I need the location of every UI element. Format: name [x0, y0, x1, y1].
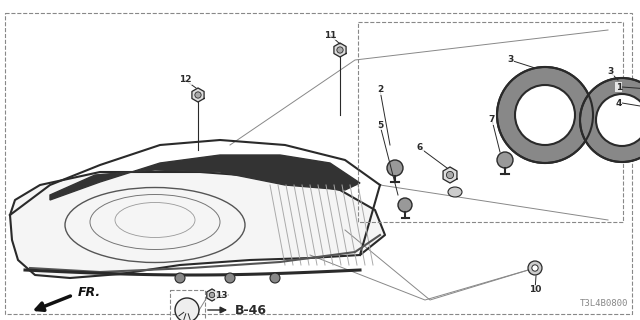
- Polygon shape: [192, 88, 204, 102]
- Text: 12: 12: [179, 76, 191, 84]
- Text: 1: 1: [616, 83, 622, 92]
- Circle shape: [225, 273, 235, 283]
- Circle shape: [337, 47, 343, 53]
- Circle shape: [209, 292, 214, 298]
- Circle shape: [387, 160, 403, 176]
- Ellipse shape: [448, 187, 462, 197]
- Circle shape: [195, 92, 201, 98]
- Circle shape: [175, 298, 199, 320]
- Text: 3: 3: [507, 55, 513, 65]
- Circle shape: [580, 78, 640, 162]
- Bar: [358, 22, 623, 222]
- Polygon shape: [207, 289, 217, 301]
- Polygon shape: [10, 172, 385, 278]
- Polygon shape: [50, 155, 360, 200]
- Bar: [170, 290, 205, 320]
- Text: 5: 5: [377, 121, 383, 130]
- Text: 7: 7: [489, 116, 495, 124]
- Text: 4: 4: [616, 99, 622, 108]
- Polygon shape: [334, 43, 346, 57]
- Circle shape: [497, 67, 593, 163]
- Circle shape: [532, 265, 538, 271]
- Text: 11: 11: [324, 30, 336, 39]
- Text: 10: 10: [529, 285, 541, 294]
- Circle shape: [497, 152, 513, 168]
- Circle shape: [515, 85, 575, 145]
- Text: FR.: FR.: [78, 285, 101, 299]
- Polygon shape: [443, 167, 457, 183]
- Circle shape: [596, 94, 640, 146]
- Text: 6: 6: [417, 143, 423, 153]
- Text: B-46: B-46: [235, 303, 267, 316]
- Circle shape: [528, 261, 542, 275]
- Text: T3L4B0800: T3L4B0800: [580, 299, 628, 308]
- Text: 2: 2: [377, 85, 383, 94]
- Circle shape: [270, 273, 280, 283]
- Circle shape: [447, 172, 454, 179]
- Text: 13: 13: [216, 291, 228, 300]
- Circle shape: [398, 198, 412, 212]
- Text: 3: 3: [607, 68, 613, 76]
- Circle shape: [175, 273, 185, 283]
